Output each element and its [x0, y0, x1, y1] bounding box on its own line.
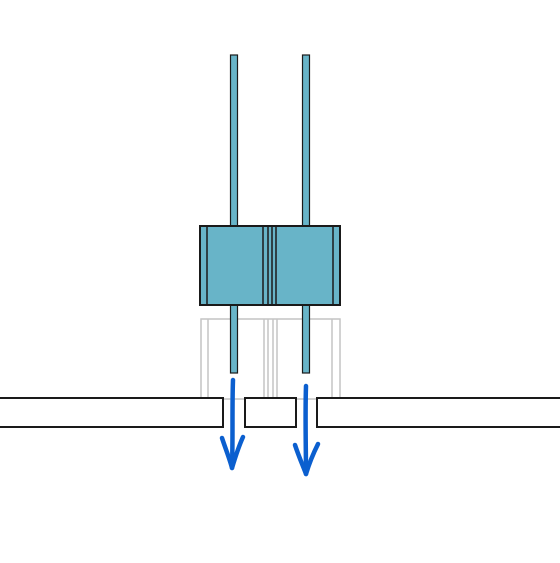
board-middle-segment: [244, 397, 297, 428]
arrow-down-left-icon: [219, 377, 246, 471]
pin-left: [229, 54, 239, 374]
circuit-board: [0, 397, 560, 428]
ghost-component-outline: [200, 318, 341, 400]
board-right-segment: [316, 397, 560, 428]
component-pins: [229, 54, 311, 374]
insertion-arrows: [219, 377, 321, 477]
board-left-segment: [0, 397, 224, 428]
arrow-down-right-icon: [292, 383, 321, 477]
pin-right: [301, 54, 311, 374]
component-body: [199, 225, 341, 306]
